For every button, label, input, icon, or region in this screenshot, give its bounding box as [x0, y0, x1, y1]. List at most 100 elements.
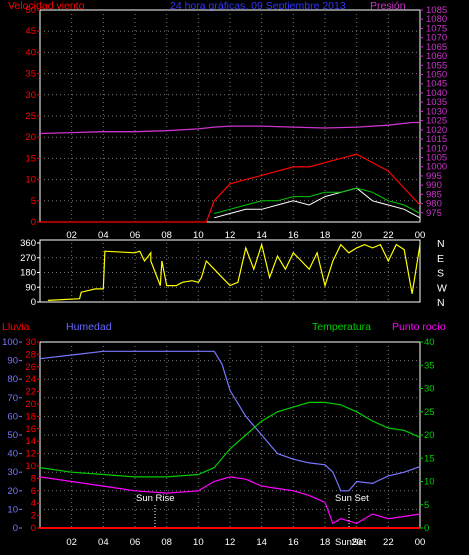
axis-tick-label: 30 [25, 90, 36, 101]
axis-tick-label: 2 [31, 511, 36, 522]
axis-tick-label: 15 [25, 153, 36, 164]
x-tick-label: 20 [351, 230, 362, 241]
axis-tick-label: 6 [31, 486, 36, 497]
humidity-axis-label: Humedad [66, 321, 112, 333]
x-tick-label: 10 [193, 537, 204, 548]
axis-tick-label: 0 [31, 523, 36, 534]
x-tick-label: 08 [161, 537, 172, 548]
axis-tick-label: 30 [7, 467, 18, 478]
x-tick-label: 22 [383, 537, 394, 548]
x-tick-label: 18 [320, 537, 331, 548]
axis-tick-label: 22 [25, 387, 36, 398]
axis-tick-label: 5 [424, 500, 429, 511]
wind-series [39, 121, 421, 223]
pressure-tick-label: 1035 [426, 97, 447, 108]
x-tick-label: 16 [288, 230, 299, 241]
direction-ticks: 0 90 180 270 360 [20, 238, 40, 308]
pressure-tick-label: 1010 [426, 143, 447, 154]
compass-label: N [437, 238, 445, 250]
axis-tick-label: 14 [25, 436, 36, 447]
temperature-line [39, 401, 421, 478]
rain-axis-label: Lluvia [2, 321, 30, 333]
pressure-tick-label: 1075 [426, 23, 447, 34]
axis-tick-label: 30 [25, 337, 36, 348]
direction-line [47, 242, 421, 301]
axis-tick-label: 5 [31, 196, 36, 207]
axis-tick-label: 10 [7, 504, 18, 515]
axis-tick-label: 50 [7, 430, 18, 441]
pressure-tick-label: 1020 [426, 125, 447, 136]
pressure-ticks: 9759809859909951000100510101015102010251… [420, 5, 447, 219]
axis-tick-label: 18 [25, 411, 36, 422]
axis-tick-label: 26 [25, 362, 36, 373]
rain-ticks: 0 10 20 30 40 50 60 70 80 90 100 [2, 337, 22, 534]
x-tick-label: 02 [66, 537, 77, 548]
axis-tick-label: 70 [7, 393, 18, 404]
axis-tick-label: 25 [424, 407, 435, 418]
axis-tick-label: 0 [31, 297, 36, 308]
pressure-tick-label: 1030 [426, 106, 447, 117]
axis-tick-label: 16 [25, 424, 36, 435]
pressure-axis-label: Presión [370, 0, 406, 12]
axis-tick-label: 0 [13, 523, 18, 534]
axis-tick-label: 12 [25, 449, 36, 460]
x-tick-label: 12 [225, 537, 236, 548]
pressure-line [39, 121, 420, 135]
axis-tick-label: 90 [7, 356, 18, 367]
sun-annotations: Sun Rise Sun Set SunSet [136, 493, 369, 548]
sunset-label: Sun Set [335, 493, 369, 504]
average-line [214, 187, 421, 214]
compass-label: S [437, 268, 444, 280]
pressure-tick-label: 1055 [426, 60, 447, 71]
axis-tick-label: 0 [424, 523, 429, 534]
axis-tick-label: 180 [20, 268, 36, 279]
wind-speed-ticks: 0 5 10 15 20 25 30 35 40 45 50 [25, 5, 40, 228]
x-tick-label: 14 [256, 537, 267, 548]
axis-tick-label: 4 [31, 498, 36, 509]
axis-tick-label: 10 [424, 477, 435, 488]
axis-tick-label: 35 [25, 69, 36, 80]
axis-tick-label: 45 [25, 26, 36, 37]
direction-panel-frame [39, 239, 421, 303]
compass-label: N [437, 297, 445, 309]
axis-tick-label: 24 [25, 374, 36, 385]
pressure-tick-label: 1045 [426, 79, 447, 90]
wind-panel-grid [40, 10, 420, 222]
temperature-axis-label: Temperatura [312, 321, 371, 333]
x-tick-label: 00 [415, 230, 426, 241]
sunrise-label: Sun Rise [136, 493, 175, 504]
x-tick-label: 06 [130, 230, 141, 241]
axis-tick-label: 40 [7, 449, 18, 460]
pressure-tick-label: 1025 [426, 116, 447, 127]
axis-tick-label: 40 [25, 47, 36, 58]
axis-tick-label: 35 [424, 360, 435, 371]
axis-tick-label: 80 [7, 374, 18, 385]
x-tick-label: 16 [288, 537, 299, 548]
x-tick-label: 02 [66, 230, 77, 241]
x-tick-label: 14 [256, 230, 267, 241]
x-tick-label: 00 [415, 537, 426, 548]
direction-series [47, 242, 421, 301]
axis-tick-label: 20 [7, 486, 18, 497]
gust-line [40, 153, 421, 223]
pressure-tick-label: 990 [426, 180, 442, 191]
chart-title: 24 hora gráficas. 09 Septiembre 2013 [170, 0, 346, 12]
x-tick-label: 12 [225, 230, 236, 241]
pressure-tick-label: 975 [426, 208, 442, 219]
wind-x-ticks: 02 04 06 08 10 12 14 16 18 20 22 00 [66, 230, 425, 241]
mean-speed-line [214, 187, 421, 219]
pressure-tick-label: 995 [426, 171, 442, 182]
pressure-tick-label: 1015 [426, 134, 447, 145]
humidity-temperature-panel: Lluvia Humedad Temperatura Punto rocío 0… [2, 321, 446, 548]
axis-tick-label: 0 [31, 217, 36, 228]
pressure-tick-label: 1040 [426, 88, 447, 99]
axis-tick-label: 100 [2, 337, 18, 348]
axis-tick-label: 10 [25, 175, 36, 186]
x-tick-label: 06 [130, 537, 141, 548]
axis-tick-label: 25 [25, 111, 36, 122]
